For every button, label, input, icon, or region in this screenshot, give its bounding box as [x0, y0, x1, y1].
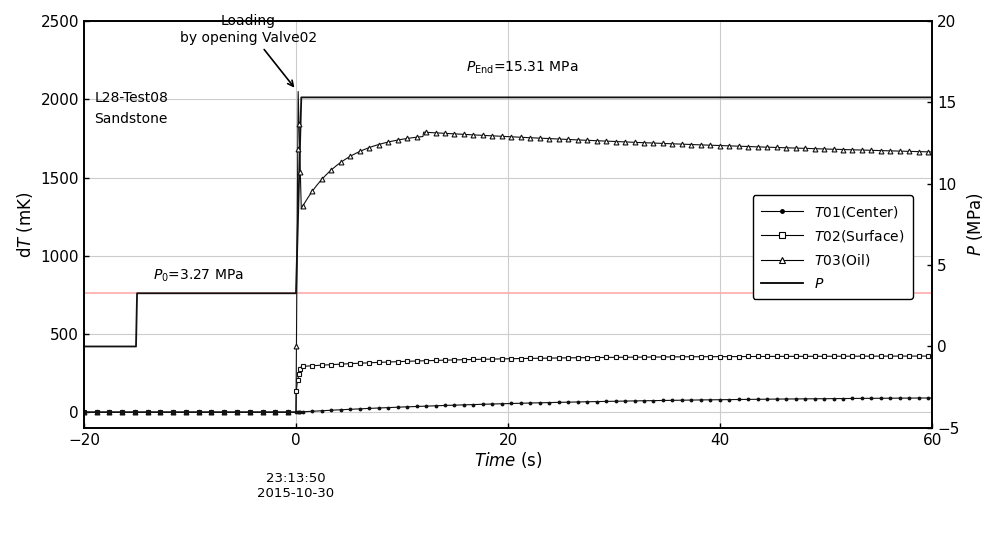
Legend: $T$01(Center), $T$02(Surface), $T$03(Oil), $P$: $T$01(Center), $T$02(Surface), $T$03(Oil… — [753, 195, 913, 299]
Y-axis label: $P$ (MPa): $P$ (MPa) — [965, 193, 985, 256]
Text: Loading
by opening Valve02: Loading by opening Valve02 — [180, 14, 317, 86]
Text: $P_{\mathrm{End}}$=15.31 MPa: $P_{\mathrm{End}}$=15.31 MPa — [466, 60, 578, 76]
Text: 23:13:50
2015-10-30: 23:13:50 2015-10-30 — [257, 472, 335, 500]
Text: $P_0$=3.27 MPa: $P_0$=3.27 MPa — [153, 268, 244, 284]
Text: L28-Test08
Sandstone: L28-Test08 Sandstone — [95, 91, 168, 126]
Y-axis label: $\mathrm{d}T$ (mK): $\mathrm{d}T$ (mK) — [15, 191, 35, 258]
X-axis label: $\mathit{Time}$ (s): $\mathit{Time}$ (s) — [474, 451, 542, 470]
